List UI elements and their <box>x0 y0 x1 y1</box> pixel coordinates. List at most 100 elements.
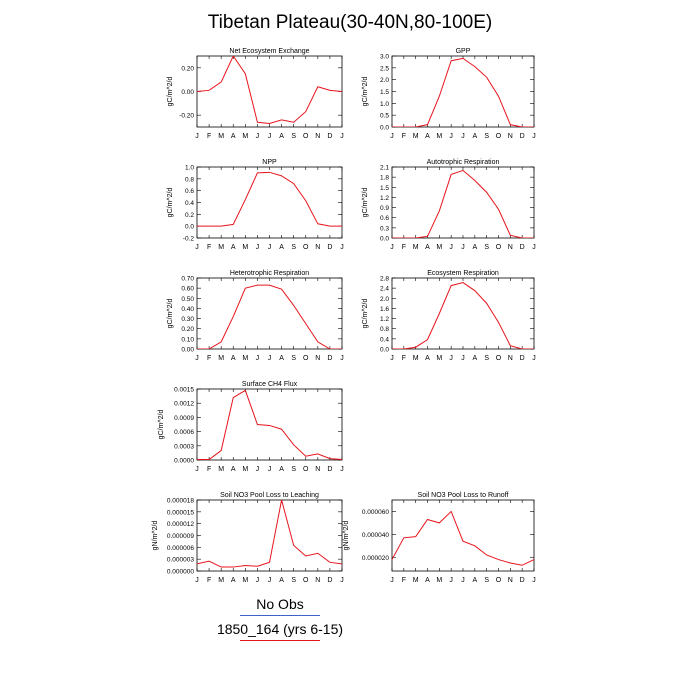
x-tick-label: N <box>315 466 320 473</box>
x-tick-label: D <box>327 355 332 362</box>
x-tick-label: M <box>242 466 248 473</box>
x-tick-label: F <box>402 355 406 362</box>
x-tick-label: J <box>195 133 199 140</box>
x-tick-label: A <box>472 244 477 251</box>
x-tick-label: M <box>413 355 419 362</box>
y-tick-label: 0.000015 <box>167 509 194 516</box>
x-tick-label: J <box>532 577 536 584</box>
x-tick-label: A <box>231 577 236 584</box>
x-tick-label: M <box>218 577 224 584</box>
x-tick-label: N <box>508 244 513 251</box>
legend-line-model <box>240 640 320 641</box>
x-tick-label: M <box>218 355 224 362</box>
y-tick-label: 1.0 <box>380 101 389 108</box>
y-tick-label: 2.4 <box>380 286 389 293</box>
plot-frame <box>391 499 535 572</box>
y-tick-label: 0.0000 <box>174 458 194 465</box>
y-tick-label: 0.6 <box>185 188 194 195</box>
x-tick-label: A <box>425 577 430 584</box>
y-tick-label: 2.0 <box>380 296 389 303</box>
y-tick-label: 0.4 <box>185 200 194 207</box>
x-tick-label: J <box>461 133 465 140</box>
x-tick-label: D <box>327 577 332 584</box>
x-tick-label: A <box>425 133 430 140</box>
y-axis-label: gC/m^2/d <box>362 188 369 218</box>
x-tick-label: J <box>195 577 199 584</box>
panel-title: Soil NO3 Pool Loss to Leaching <box>220 492 319 499</box>
y-tick-label: 0.000006 <box>167 545 194 552</box>
y-tick-label: 0.0 <box>380 125 389 132</box>
y-tick-label: 1.5 <box>380 185 389 192</box>
x-tick-label: J <box>340 133 344 140</box>
series-line <box>197 389 342 460</box>
x-tick-label: F <box>207 133 211 140</box>
y-tick-label: 0.00 <box>181 89 194 96</box>
y-tick-label: -0.2 <box>183 236 195 243</box>
x-tick-label: D <box>327 133 332 140</box>
x-tick-label: A <box>279 466 284 473</box>
x-tick-label: J <box>390 355 394 362</box>
x-tick-label: S <box>484 244 489 251</box>
y-tick-label: 0.3 <box>380 225 389 232</box>
x-tick-label: A <box>425 244 430 251</box>
x-tick-label: O <box>496 355 502 362</box>
y-tick-label: 0.000018 <box>167 498 194 505</box>
y-tick-label: 0.60 <box>181 286 194 293</box>
x-tick-label: F <box>207 244 211 251</box>
x-tick-label: N <box>315 133 320 140</box>
y-tick-label: 2.5 <box>380 65 389 72</box>
x-tick-label: O <box>303 466 309 473</box>
x-tick-label: J <box>195 244 199 251</box>
x-tick-label: J <box>340 466 344 473</box>
series-line <box>392 510 534 566</box>
x-tick-label: A <box>231 466 236 473</box>
x-tick-label: O <box>303 133 309 140</box>
x-tick-label: J <box>256 466 260 473</box>
series-line <box>197 171 342 227</box>
panel-title: Net Ecosystem Exchange <box>229 48 309 55</box>
panel-title: Autotrophic Respiration <box>427 159 500 166</box>
series-line <box>197 56 342 124</box>
x-tick-label: M <box>242 577 248 584</box>
x-tick-label: A <box>279 133 284 140</box>
x-tick-label: J <box>256 355 260 362</box>
x-tick-label: A <box>279 577 284 584</box>
y-axis-label: gN/m^2/d <box>343 521 350 551</box>
figure-title: Tibetan Plateau(30-40N,80-100E) <box>207 12 493 33</box>
x-tick-label: J <box>461 355 465 362</box>
x-tick-label: J <box>532 355 536 362</box>
x-tick-label: J <box>449 244 453 251</box>
x-tick-label: J <box>256 577 260 584</box>
x-tick-label: A <box>231 355 236 362</box>
x-tick-label: J <box>340 355 344 362</box>
x-tick-label: F <box>207 577 211 584</box>
y-tick-label: 0.8 <box>185 176 194 183</box>
x-tick-label: M <box>436 577 442 584</box>
y-tick-label: 0.2 <box>185 212 194 219</box>
x-tick-label: J <box>268 355 272 362</box>
x-tick-label: O <box>303 577 309 584</box>
y-tick-label: 0.0015 <box>174 387 194 394</box>
x-tick-label: J <box>461 244 465 251</box>
x-tick-label: F <box>207 355 211 362</box>
x-tick-label: S <box>291 244 296 251</box>
y-tick-label: 1.2 <box>380 195 389 202</box>
x-tick-label: N <box>315 355 320 362</box>
x-tick-label: J <box>461 577 465 584</box>
series-line <box>392 282 534 349</box>
x-tick-label: M <box>242 244 248 251</box>
x-tick-label: S <box>484 577 489 584</box>
y-tick-label: 0.8 <box>380 326 389 333</box>
x-tick-label: J <box>268 466 272 473</box>
plot-frame <box>391 166 535 239</box>
x-tick-label: M <box>218 466 224 473</box>
x-tick-label: J <box>532 133 536 140</box>
y-tick-label: 2.0 <box>380 77 389 84</box>
x-tick-label: A <box>425 355 430 362</box>
y-tick-label: 0.000012 <box>167 521 194 528</box>
y-tick-label: 0.0 <box>380 236 389 243</box>
